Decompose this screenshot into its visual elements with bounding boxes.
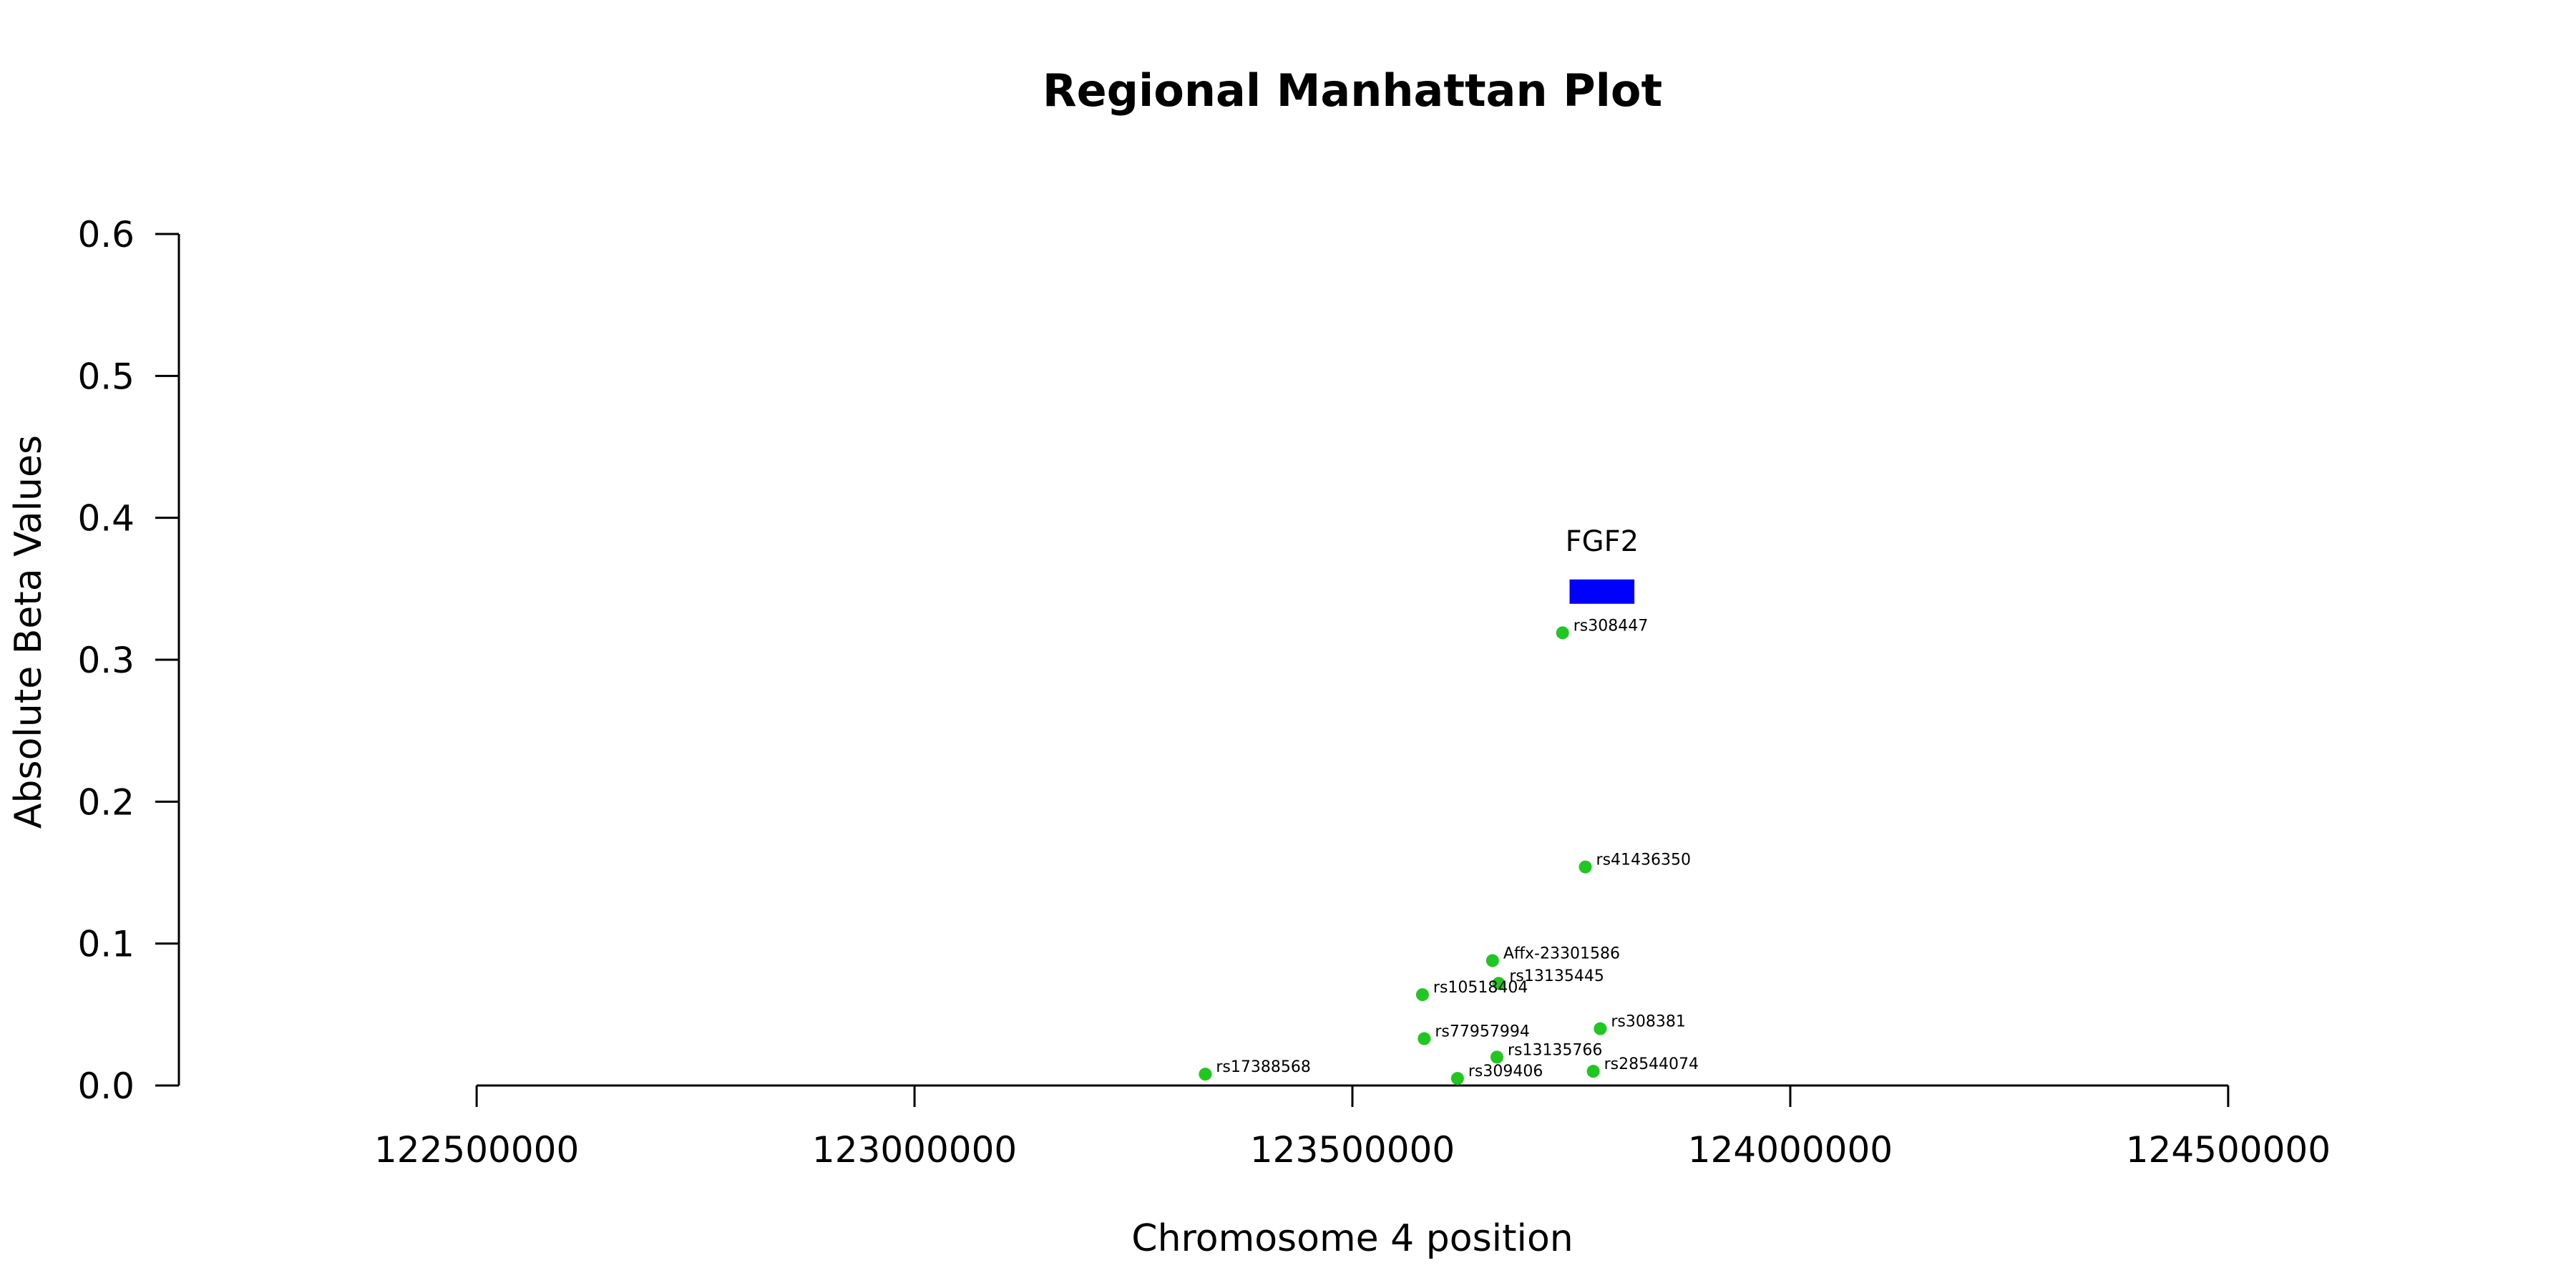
- snp-point: [1415, 988, 1429, 1002]
- gene-track: FGF2: [1566, 525, 1639, 604]
- snp-point: [1586, 1065, 1600, 1078]
- y-tick-label: 0.0: [77, 1065, 135, 1107]
- y-tick-label: 0.4: [77, 498, 135, 540]
- snp-label: rs41436350: [1596, 852, 1691, 869]
- snp-point: [1579, 860, 1592, 874]
- y-axis-title: Absolute Beta Values: [7, 435, 50, 829]
- x-tick-label: 124500000: [2126, 1129, 2331, 1171]
- y-tick-label: 0.1: [77, 924, 135, 965]
- snp-label: rs308381: [1611, 1013, 1686, 1031]
- snp-point: [1450, 1072, 1464, 1085]
- y-tick-label: 0.3: [77, 640, 135, 681]
- y-axis: 0.0 0.1 0.2 0.3 0.4 0.5 0.6: [77, 214, 180, 1107]
- snp-label: rs308447: [1574, 617, 1649, 635]
- x-tick-label: 122500000: [374, 1129, 579, 1171]
- snp-point: [1556, 626, 1569, 640]
- snp-points: rs308447 rs41436350 Affx-23301586 rs1313544…: [1199, 617, 1699, 1085]
- snp-point: [1199, 1068, 1212, 1081]
- gene-label: FGF2: [1566, 525, 1639, 558]
- x-axis-title: Chromosome 4 position: [1131, 1217, 1573, 1260]
- snp-label: rs10518404: [1433, 979, 1528, 997]
- x-axis: 122500000 123000000 123500000 124000000 1245…: [374, 1084, 2331, 1171]
- snp-point: [1490, 1050, 1503, 1064]
- y-tick-label: 0.5: [77, 356, 135, 397]
- snp-label: rs17388568: [1216, 1058, 1310, 1076]
- snp-label: rs28544074: [1604, 1055, 1699, 1073]
- x-tick-label: 123000000: [812, 1129, 1017, 1171]
- y-tick-label: 0.2: [77, 781, 135, 823]
- snp-label: rs309406: [1468, 1063, 1543, 1080]
- snp-label: rs13135766: [1508, 1041, 1602, 1059]
- chart-title: Regional Manhattan Plot: [1043, 64, 1662, 117]
- x-tick-label: 123500000: [1250, 1129, 1455, 1171]
- gene-bar: [1569, 579, 1635, 604]
- snp-point: [1418, 1032, 1431, 1045]
- y-tick-label: 0.6: [77, 214, 135, 255]
- snp-point: [1492, 977, 1506, 990]
- snp-label: rs13135445: [1509, 967, 1604, 985]
- x-tick-label: 124000000: [1688, 1129, 1893, 1171]
- snp-point: [1485, 954, 1499, 967]
- snp-point: [1594, 1022, 1607, 1035]
- snp-label: rs77957994: [1435, 1023, 1529, 1041]
- snp-label: Affx-23301586: [1503, 945, 1620, 962]
